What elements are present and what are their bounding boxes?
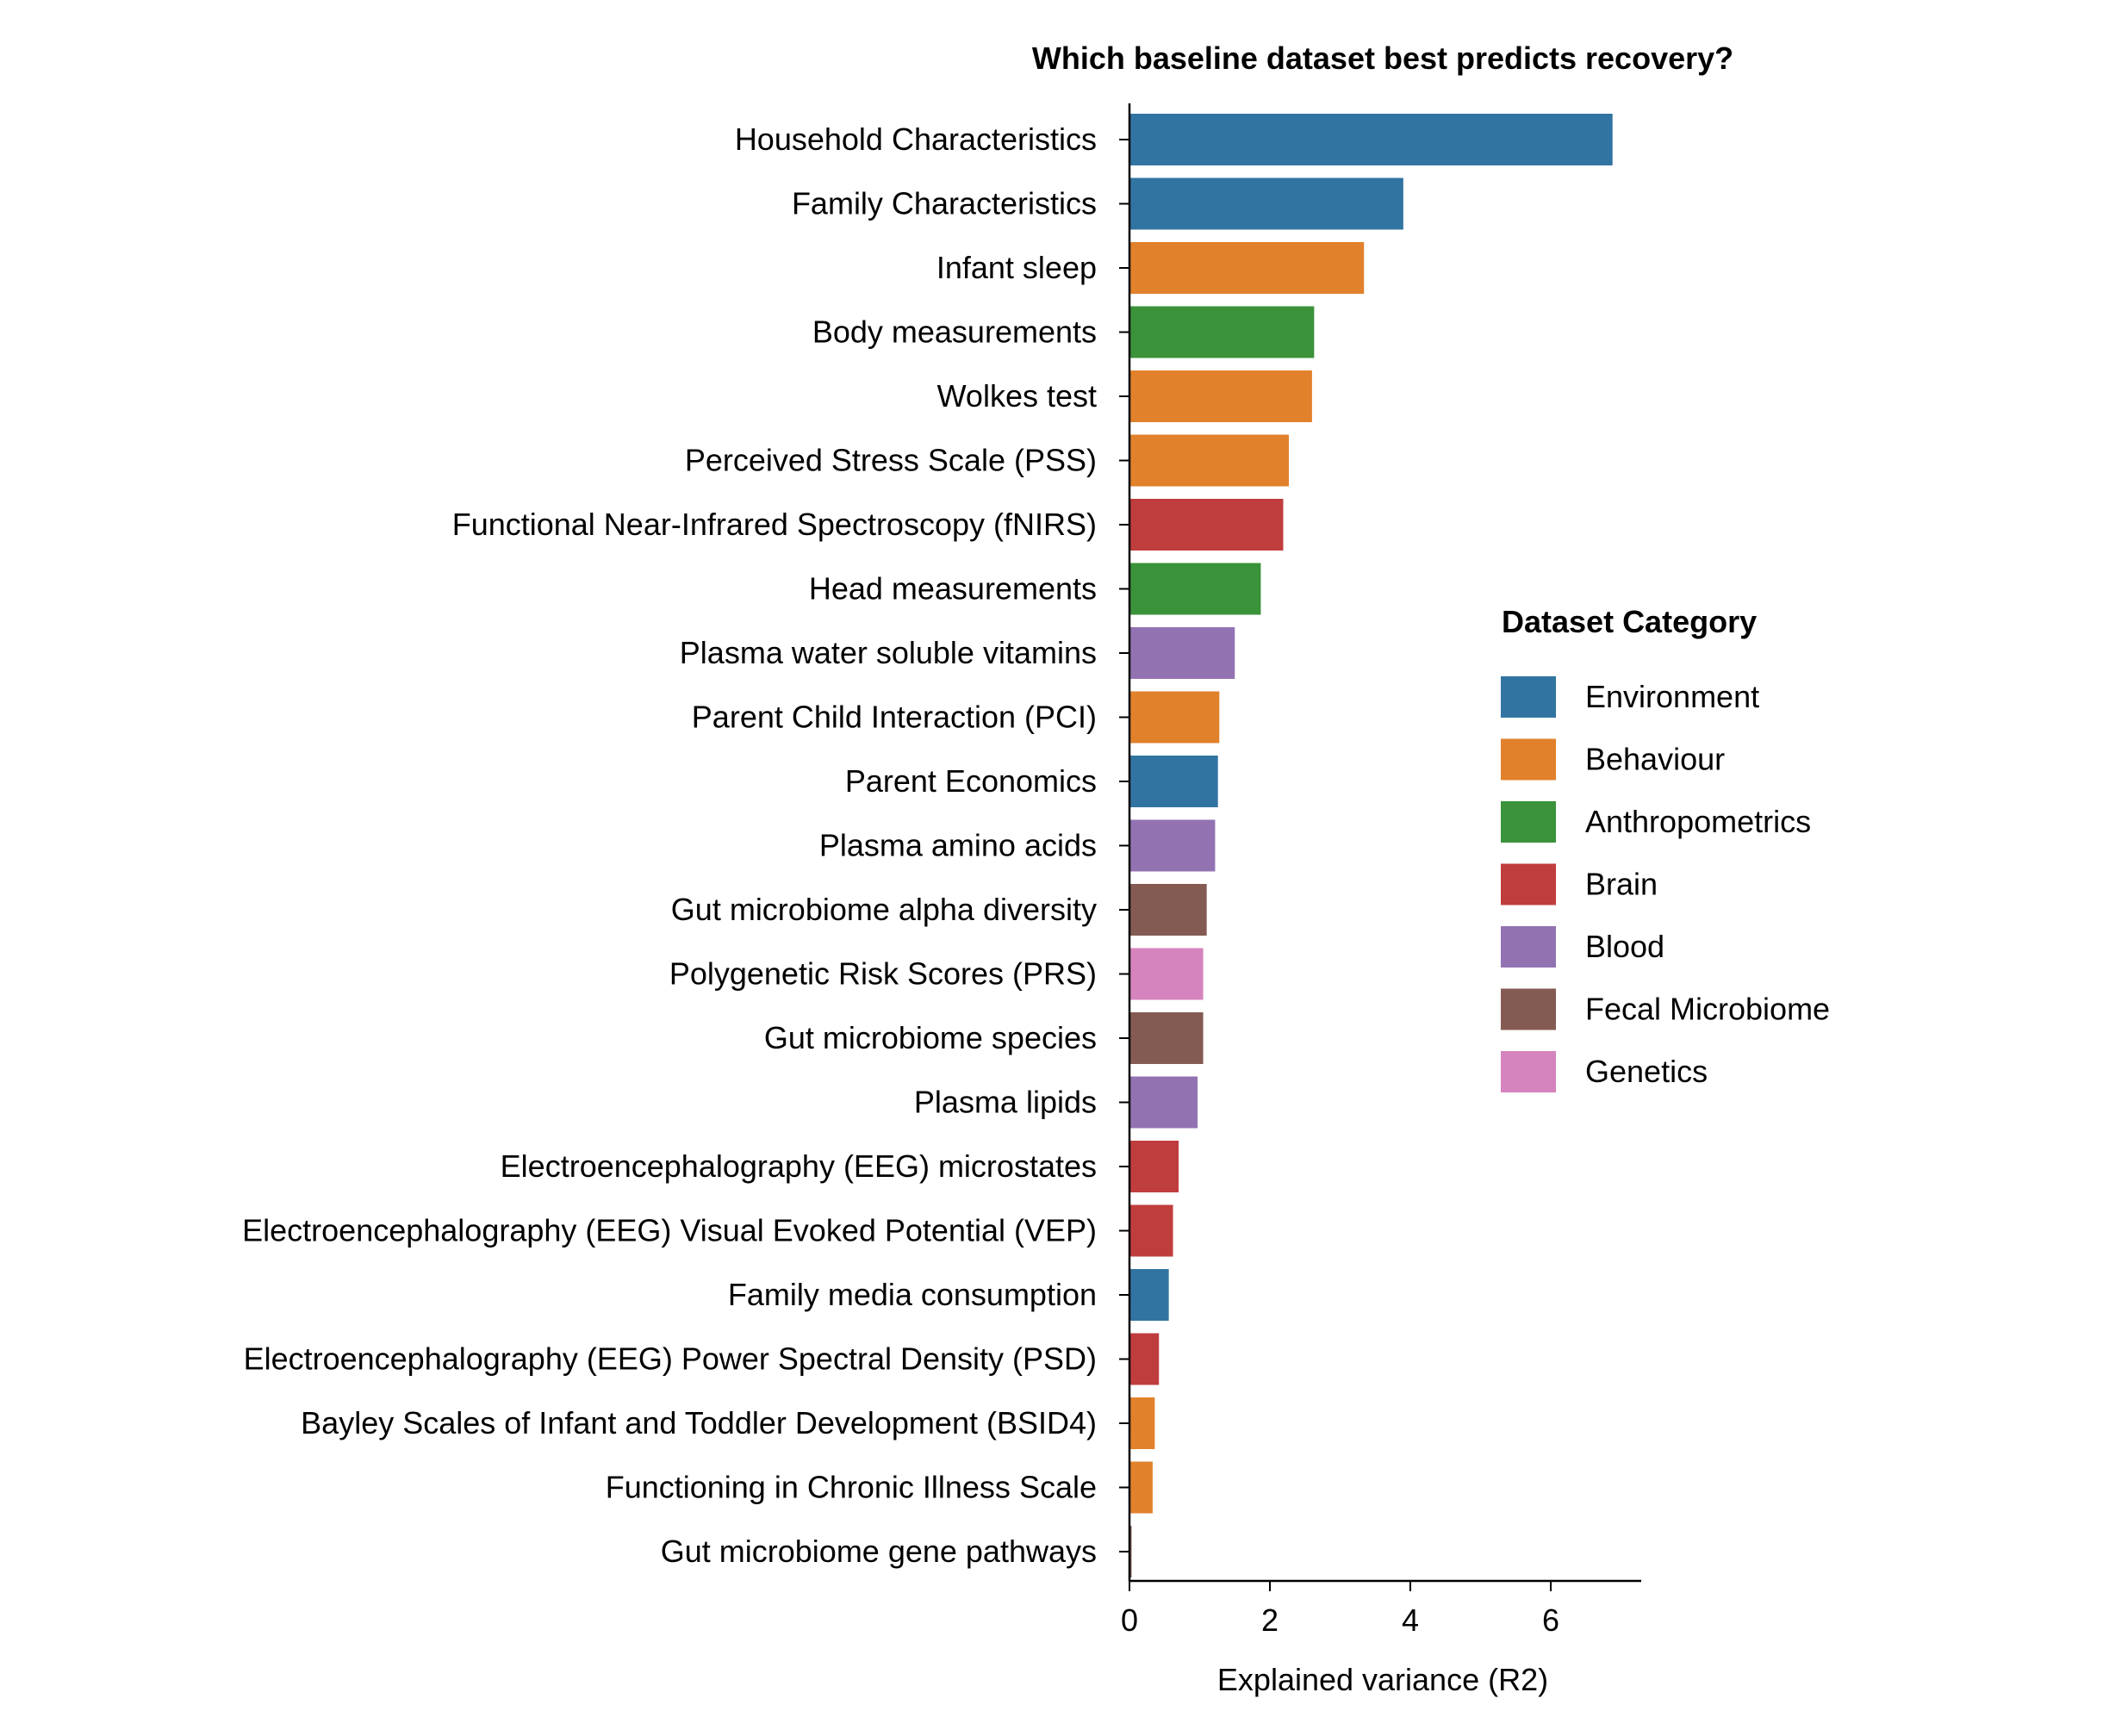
y-tick-label: Gut microbiome species — [764, 1020, 1097, 1055]
legend-swatch-brain — [1501, 863, 1556, 905]
y-tick-label: Gut microbiome gene pathways — [661, 1534, 1097, 1569]
y-tick-label: Parent Child Interaction (PCI) — [692, 700, 1097, 735]
bar-family-media-consumption — [1129, 1269, 1169, 1321]
y-tick-label: Plasma lipids — [914, 1085, 1097, 1120]
legend-swatch-behaviour — [1501, 738, 1556, 781]
x-tick-label: 6 — [1542, 1602, 1559, 1638]
bar-electroencephalography-eeg-power-spectral-density-psd — [1129, 1333, 1160, 1385]
legend: Dataset Category Environment Behaviour Ant… — [1501, 604, 1830, 1092]
y-tick-label: Family media consumption — [728, 1277, 1097, 1312]
legend-swatch-genetics — [1501, 1051, 1556, 1092]
bar-electroencephalography-eeg-visual-evoked-potential-vep — [1129, 1204, 1173, 1257]
legend-swatch-environment — [1501, 676, 1556, 718]
y-tick-label: Plasma amino acids — [819, 828, 1097, 863]
y-tick-label: Polygenetic Risk Scores (PRS) — [669, 956, 1097, 992]
y-tick-label: Electroencephalography (EEG) Visual Evok… — [242, 1213, 1097, 1248]
bar-functioning-in-chronic-illness-scale — [1129, 1461, 1153, 1514]
y-tick-label: Family Characteristics — [792, 186, 1097, 221]
bar-family-characteristics — [1129, 177, 1403, 230]
y-tick-labels: Household Characteristics Family Characte… — [242, 121, 1097, 1569]
y-tick-label: Functional Near-Infrared Spectroscopy (f… — [452, 507, 1097, 542]
y-tick-label: Head measurements — [809, 571, 1097, 607]
legend-label-fecal-microbiome: Fecal Microbiome — [1585, 992, 1830, 1027]
y-tick-label: Electroencephalography (EEG) Power Spect… — [244, 1341, 1097, 1377]
legend-title: Dataset Category — [1502, 604, 1757, 639]
legend-swatch-fecal-microbiome — [1501, 988, 1556, 1030]
legend-label-environment: Environment — [1585, 679, 1759, 714]
bar-parent-economics — [1129, 756, 1218, 807]
bar-bayley-scales-of-infant-and-toddler-development-bsid4 — [1129, 1397, 1155, 1449]
bar-perceived-stress-scale-pss — [1129, 434, 1290, 487]
bar-household-characteristics — [1129, 114, 1613, 165]
chart-title: Which baseline dataset best predicts rec… — [1032, 40, 1733, 76]
y-tick-label: Electroencephalography (EEG) microstates — [501, 1148, 1097, 1184]
legend-label-brain: Brain — [1585, 867, 1658, 902]
x-tick-label: 0 — [1121, 1602, 1138, 1638]
y-tick-label: Plasma water soluble vitamins — [680, 635, 1097, 670]
bar-parent-child-interaction-pci — [1129, 691, 1220, 744]
bars-layer — [1129, 114, 1613, 1577]
bar-infant-sleep — [1129, 242, 1365, 294]
axes — [1119, 103, 1641, 1591]
x-tick-labels: 0 2 4 6 — [1121, 1602, 1559, 1638]
legend-swatch-anthropometrics — [1501, 801, 1556, 843]
bar-functional-near-infrared-spectroscopy-fnirs — [1129, 499, 1284, 551]
bar-wolkes-test — [1129, 370, 1312, 422]
legend-label-anthropometrics: Anthropometrics — [1585, 804, 1811, 839]
bar-polygenetic-risk-scores-prs — [1129, 948, 1204, 1000]
y-tick-label: Wolkes test — [937, 378, 1097, 414]
bar-head-measurements — [1129, 563, 1261, 615]
y-tick-label: Gut microbiome alpha diversity — [671, 892, 1097, 927]
x-tick-label: 2 — [1261, 1602, 1279, 1638]
legend-label-behaviour: Behaviour — [1585, 742, 1725, 777]
bar-electroencephalography-eeg-microstates — [1129, 1141, 1179, 1192]
legend-label-blood: Blood — [1585, 929, 1664, 964]
bar-plasma-lipids — [1129, 1076, 1198, 1129]
y-tick-label: Functioning in Chronic Illness Scale — [606, 1470, 1097, 1505]
y-tick-label: Infant sleep — [936, 250, 1097, 285]
y-tick-label: Body measurements — [812, 314, 1097, 350]
y-tick-label: Perceived Stress Scale (PSS) — [685, 443, 1097, 478]
legend-label-genetics: Genetics — [1585, 1054, 1708, 1089]
y-tick-label: Parent Economics — [845, 763, 1097, 799]
x-axis-label: Explained variance (R2) — [1217, 1662, 1548, 1697]
x-tick-label: 4 — [1402, 1602, 1419, 1638]
bar-plasma-amino-acids — [1129, 819, 1216, 872]
bar-gut-microbiome-species — [1129, 1012, 1204, 1064]
bar-gut-microbiome-alpha-diversity — [1129, 884, 1207, 936]
bar-plasma-water-soluble-vitamins — [1129, 627, 1235, 679]
legend-swatch-blood — [1501, 926, 1556, 968]
bar-body-measurements — [1129, 306, 1315, 358]
y-tick-label: Bayley Scales of Infant and Toddler Deve… — [301, 1405, 1097, 1440]
y-tick-label: Household Characteristics — [735, 121, 1097, 157]
